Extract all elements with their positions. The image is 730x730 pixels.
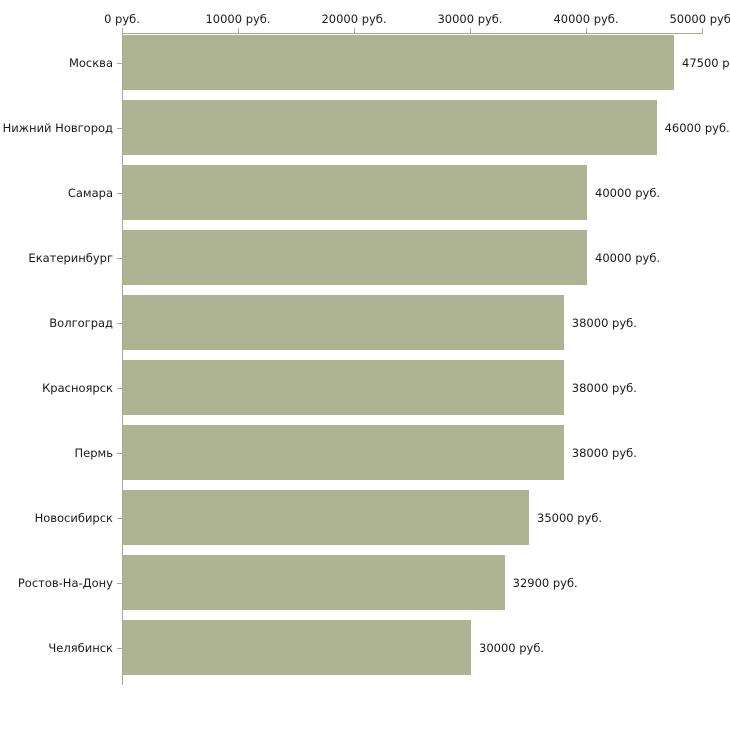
bar[interactable] — [123, 425, 564, 480]
x-axis-tick — [238, 28, 239, 34]
x-axis-tick — [354, 28, 355, 34]
y-axis-line — [122, 33, 123, 685]
y-axis-label-slot: Москва — [0, 56, 113, 77]
x-axis-tick-label: 40000 руб. — [553, 12, 619, 26]
bar-value-label: 35000 руб. — [537, 510, 603, 525]
bar[interactable] — [123, 230, 587, 285]
bar-value-label: 40000 руб. — [595, 250, 661, 265]
x-axis-tick-label: 30000 руб. — [437, 12, 503, 26]
y-axis-category-label: Ростов-На-Дону — [17, 575, 113, 590]
bar-value-label: 38000 руб. — [571, 380, 637, 395]
y-axis-tick — [117, 192, 122, 194]
y-axis-tick — [117, 127, 122, 129]
y-axis-category-label: Нижний Новгород — [2, 120, 113, 135]
y-axis-category-label: Пермь — [74, 445, 113, 460]
bar[interactable] — [123, 490, 529, 545]
y-axis-tick — [117, 62, 122, 64]
y-axis-tick — [117, 517, 122, 519]
bar-value-label: 46000 руб. — [664, 120, 730, 135]
x-axis-tick — [586, 28, 587, 34]
bar-value-label: 40000 руб. — [595, 185, 661, 200]
x-axis-tick-label: 0 руб. — [104, 12, 140, 26]
x-axis-line — [122, 33, 702, 34]
bar[interactable] — [123, 100, 657, 155]
y-axis-tick — [117, 647, 122, 649]
bar-value-label: 38000 руб. — [571, 445, 637, 460]
bar-value-label: 47500 руб. — [682, 55, 730, 70]
y-axis-category-label: Москва — [68, 55, 113, 70]
y-axis-label-slot: Челябинск — [0, 641, 113, 662]
y-axis-category-label: Новосибирск — [34, 510, 113, 525]
y-axis-tick — [117, 387, 122, 389]
bar[interactable] — [123, 295, 564, 350]
x-axis-tick-label: 10000 руб. — [205, 12, 271, 26]
bar[interactable] — [123, 165, 587, 220]
y-axis-label-slot: Волгоград — [0, 316, 113, 337]
bar[interactable] — [123, 555, 505, 610]
y-axis-category-label: Красноярск — [42, 380, 113, 395]
y-axis-label-slot: Новосибирск — [0, 511, 113, 532]
y-axis-label-slot: Пермь — [0, 446, 113, 467]
y-axis-label-slot: Нижний Новгород — [0, 121, 113, 142]
bar-value-label: 38000 руб. — [571, 315, 637, 330]
y-axis-category-label: Екатеринбург — [28, 250, 113, 265]
bar[interactable] — [123, 360, 564, 415]
y-axis-tick — [117, 322, 122, 324]
y-axis-category-label: Челябинск — [48, 640, 113, 655]
x-axis-tick — [702, 28, 703, 34]
x-axis-tick — [122, 28, 123, 34]
x-axis-tick-label: 20000 руб. — [321, 12, 387, 26]
bar-value-label: 30000 руб. — [479, 640, 545, 655]
y-axis-category-label: Волгоград — [49, 315, 113, 330]
y-axis-label-slot: Самара — [0, 186, 113, 207]
bar-value-label: 32900 руб. — [512, 575, 578, 590]
y-axis-category-label: Самара — [67, 185, 113, 200]
bar[interactable] — [123, 35, 674, 90]
y-axis-label-slot: Ростов-На-Дону — [0, 576, 113, 597]
y-axis-tick — [117, 452, 122, 454]
y-axis-label-slot: Красноярск — [0, 381, 113, 402]
x-axis-tick-label: 50000 руб. — [669, 12, 730, 26]
y-axis-tick — [117, 257, 122, 259]
x-axis-tick — [470, 28, 471, 34]
y-axis-label-slot: Екатеринбург — [0, 251, 113, 272]
y-axis-tick — [117, 582, 122, 584]
bar[interactable] — [123, 620, 471, 675]
